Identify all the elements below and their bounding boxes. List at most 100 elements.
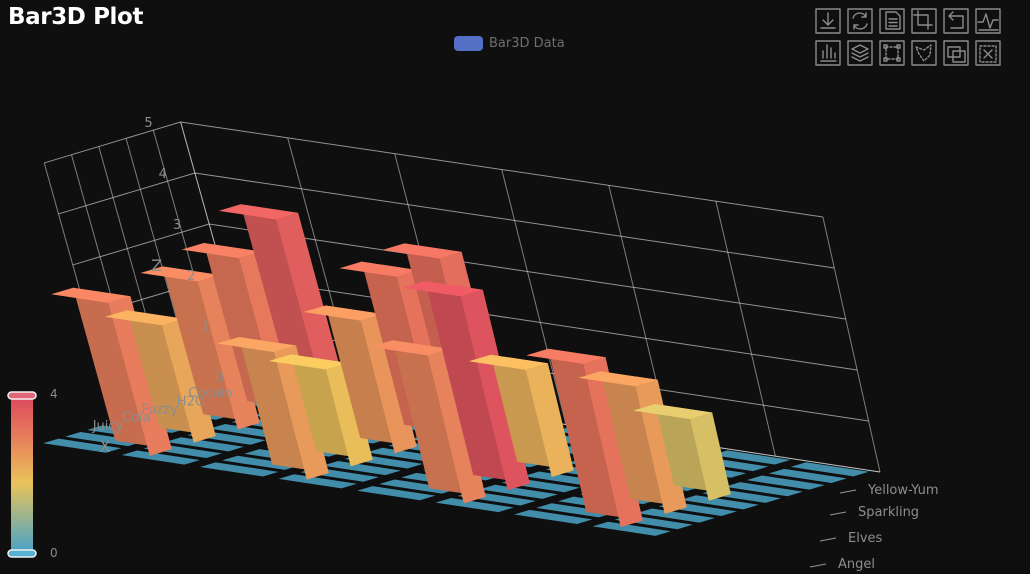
x-axis-label: X	[100, 437, 111, 456]
z-grid-line	[58, 172, 196, 215]
floor-bar	[435, 497, 514, 513]
bar-3d[interactable]	[468, 354, 574, 477]
floor-bar	[43, 438, 122, 453]
bar-front-face[interactable]	[525, 363, 574, 477]
z-tick-label: 3	[173, 218, 181, 233]
floor-bar	[222, 455, 301, 470]
chart-title: Bar3D Plot	[8, 4, 144, 30]
y-tick-label: Elves	[848, 531, 883, 546]
floor-bar	[121, 450, 200, 465]
floor-bar	[165, 437, 244, 452]
legend-swatch[interactable]	[454, 35, 483, 51]
bar-front-face[interactable]	[197, 274, 260, 430]
floor-bar	[200, 462, 279, 477]
visual-map-handle-bottom[interactable]	[7, 549, 37, 558]
y-tick-label: Angel	[838, 557, 875, 572]
bar-front-face[interactable]	[690, 412, 731, 501]
z-tick-label: 5	[144, 116, 152, 131]
bar-top-face[interactable]	[633, 403, 713, 420]
visual-map-max-label: 4	[50, 387, 58, 401]
bar-top-face[interactable]	[382, 243, 462, 259]
bar-top-face[interactable]	[268, 354, 348, 370]
bar-top-face[interactable]	[339, 261, 419, 277]
bar-3d[interactable]	[633, 403, 731, 501]
floor-bar	[65, 431, 144, 447]
bar-top-face[interactable]	[403, 281, 483, 297]
clear-select-icon[interactable]	[975, 40, 1001, 66]
bar-front-face[interactable]	[325, 362, 373, 467]
bar-top-face[interactable]	[216, 336, 297, 353]
floor-bar	[680, 495, 759, 510]
legend[interactable]: Bar3D Data	[454, 34, 565, 52]
floor-bar	[536, 503, 615, 518]
bar-3d[interactable]	[140, 266, 260, 430]
bar-3d[interactable]	[218, 204, 348, 404]
bar-top-face[interactable]	[218, 204, 299, 220]
bar-top-face[interactable]	[104, 310, 185, 326]
lasso-select-icon[interactable]	[911, 40, 937, 66]
floor-bar	[322, 461, 401, 476]
bar-front-face[interactable]	[162, 318, 216, 443]
bar-top-face[interactable]	[181, 243, 261, 259]
toolbox	[812, 7, 1024, 73]
bar-3d[interactable]	[51, 287, 172, 456]
bar-top-face[interactable]	[51, 287, 131, 303]
z-tick-label: 1	[201, 320, 209, 335]
x-tick-label: Cocain	[188, 386, 232, 401]
v-grid-line	[715, 201, 776, 457]
y-tick-mark	[819, 537, 837, 542]
floor-bar	[712, 450, 791, 465]
download-icon[interactable]	[815, 8, 841, 34]
floor-bar	[278, 474, 357, 489]
visual-map-svg: 4 0	[7, 387, 58, 560]
bars-layer	[51, 204, 731, 528]
y-tick-mark	[839, 489, 857, 494]
z-grid-line	[72, 223, 210, 266]
x-tick-label: Fuzzy	[141, 402, 178, 417]
visual-map: 4 0	[0, 384, 80, 564]
x-tick-label: H2O	[177, 394, 205, 409]
bar-chart-icon[interactable]	[815, 40, 841, 66]
bar-front-face[interactable]	[108, 296, 172, 456]
bar-top-face[interactable]	[526, 348, 606, 364]
x-tick-label: Cola	[122, 411, 151, 426]
floor-bar	[479, 484, 558, 499]
bar-front-face[interactable]	[276, 212, 348, 404]
z-tick-label: 0	[216, 371, 224, 386]
crop-icon[interactable]	[911, 8, 937, 34]
toolbox-icons	[815, 8, 1001, 66]
bar-top-face[interactable]	[578, 371, 658, 387]
v-grid-line	[501, 169, 567, 425]
floor-bar	[357, 486, 436, 501]
bar-top-face[interactable]	[370, 340, 450, 356]
floor-bar	[379, 479, 458, 494]
rect-select-icon[interactable]	[879, 40, 905, 66]
y-tick-label: Yellow-Yum	[867, 483, 939, 498]
floor-bar	[768, 468, 847, 484]
y-tick-label: Sparkling	[858, 505, 919, 520]
bar-3d[interactable]	[104, 310, 216, 443]
undo-icon[interactable]	[943, 8, 969, 34]
floor-bar	[746, 475, 825, 490]
y-tick-mark	[829, 511, 847, 516]
z-axis-label: Z	[151, 256, 162, 275]
v-grid-line	[822, 216, 881, 473]
visual-map-handle-top[interactable]	[7, 391, 37, 400]
data-view-icon[interactable]	[879, 8, 905, 34]
visual-map-gradient	[11, 398, 33, 552]
x-tick-label: Juicy	[92, 419, 124, 434]
floor-bar	[514, 509, 593, 524]
refresh-icon[interactable]	[847, 8, 873, 34]
floor-bar	[790, 462, 869, 477]
legend-label[interactable]: Bar3D Data	[489, 35, 565, 51]
keep-select-icon[interactable]	[943, 40, 969, 66]
bar-top-face[interactable]	[303, 305, 383, 321]
bar-top-face[interactable]	[468, 354, 548, 370]
bar-top-face[interactable]	[140, 266, 220, 282]
visual-map-min-label: 0	[50, 546, 58, 560]
floor-bar	[724, 482, 803, 497]
stack-icon[interactable]	[847, 40, 873, 66]
line-chart-icon[interactable]	[975, 8, 1001, 34]
